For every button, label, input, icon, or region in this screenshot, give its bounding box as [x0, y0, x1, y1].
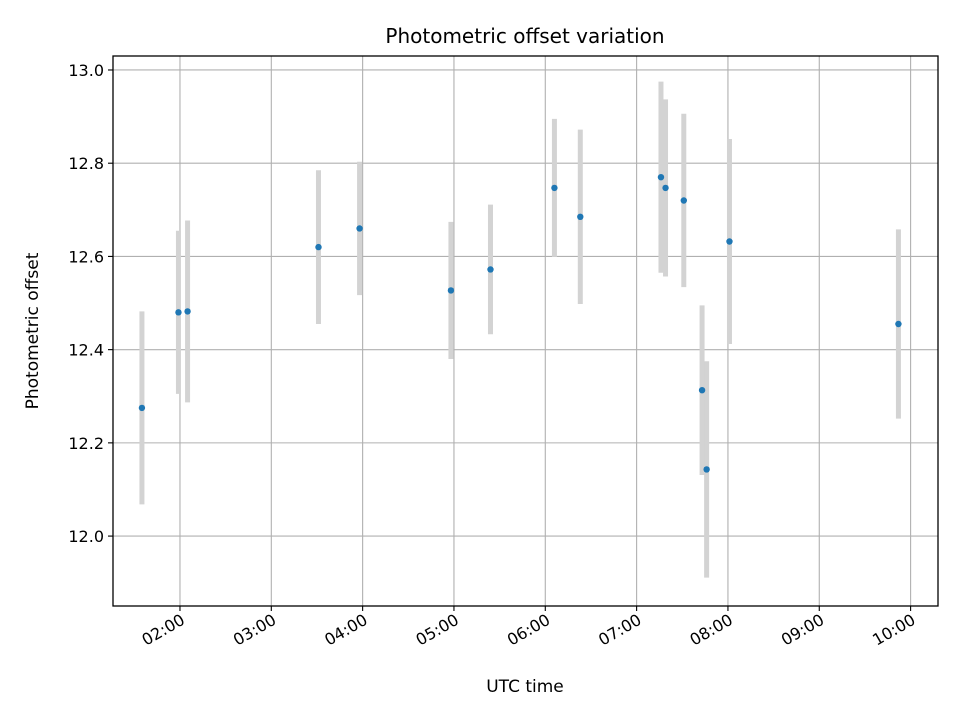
data-points	[138, 173, 902, 473]
y-axis-label: Photometric offset	[23, 252, 43, 409]
y-tick-label: 13.0	[68, 61, 104, 80]
data-point	[698, 386, 706, 394]
data-point	[447, 287, 455, 294]
data-point	[726, 238, 733, 245]
data-point	[680, 197, 688, 204]
data-point	[577, 213, 584, 221]
data-point	[138, 404, 146, 412]
y-tick-label: 12.2	[68, 434, 104, 453]
data-point	[487, 266, 494, 273]
chart-title: Photometric offset variation	[385, 24, 664, 48]
data-point	[703, 466, 710, 473]
data-point	[551, 184, 558, 192]
data-point	[315, 243, 322, 251]
plot-frame	[112, 55, 939, 607]
data-point	[657, 173, 665, 181]
y-tick-label: 12.6	[68, 247, 104, 266]
x-axis-label: UTC time	[486, 677, 564, 697]
data-point	[175, 309, 182, 316]
grid	[113, 56, 938, 606]
data-point	[895, 320, 902, 328]
data-point	[356, 225, 363, 232]
data-point	[184, 308, 191, 315]
data-point	[662, 184, 669, 192]
y-tick-label: 12.0	[68, 527, 104, 546]
y-tick-label: 12.8	[68, 154, 104, 173]
y-tick-label: 12.4	[68, 341, 104, 360]
